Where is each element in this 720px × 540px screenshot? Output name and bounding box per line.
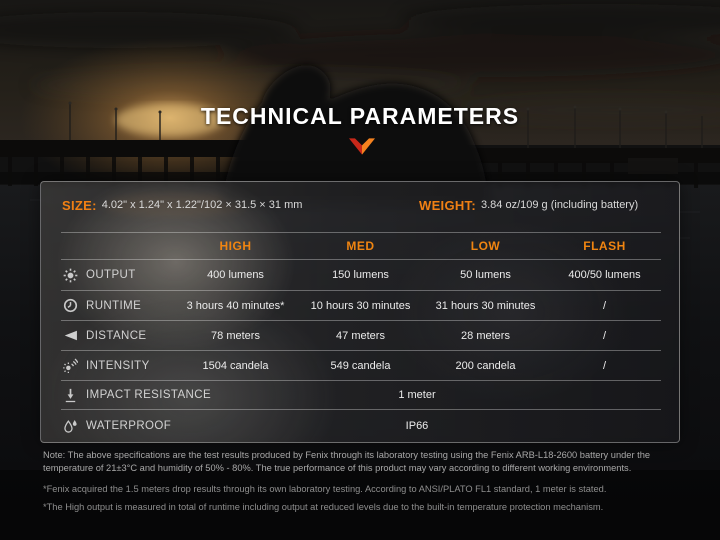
brightness-sun-icon [63,268,78,283]
note-drop-test: *Fenix acquired the 1.5 meters drop resu… [43,484,607,494]
impact-resistance-icon [63,388,78,403]
output-flash: 400/50 lumens [548,259,661,290]
weight-label: WEIGHT: [419,197,476,213]
column-header-high: HIGH [173,232,298,259]
waterproof-drops-icon [63,419,78,434]
row-label-waterproof: WATERPROOF [61,409,173,442]
note-high-output: *The High output is measured in total of… [43,502,604,512]
distance-flash: / [548,320,661,350]
size-weight-row: SIZE: 4.02" x 1.24" x 1.22"/102 × 31.5 ×… [62,182,658,228]
intensity-flash: / [548,350,661,380]
chevron-down-icon [349,138,375,155]
distance-low: 28 meters [423,320,548,350]
row-label-distance: DISTANCE [61,320,173,350]
row-label-intensity: INTENSITY [61,350,173,380]
beam-distance-icon [63,328,78,343]
row-label-impact-resistance: IMPACT RESISTANCE [61,380,211,409]
weight-value: 3.84 oz/109 g (including battery) [480,199,639,211]
intensity-high: 1504 candela [173,350,298,380]
runtime-clock-icon [63,298,78,313]
column-header-med: MED [298,232,423,259]
intensity-icon [63,358,78,373]
runtime-med: 10 hours 30 minutes [298,290,423,320]
row-label-output: OUTPUT [61,259,173,290]
row-label-runtime: RUNTIME [61,290,173,320]
output-med: 150 lumens [298,259,423,290]
impact-resistance-value: 1 meter [173,380,661,409]
runtime-low: 31 hours 30 minutes [423,290,548,320]
spec-panel: SIZE: 4.02" x 1.24" x 1.22"/102 × 31.5 ×… [40,181,680,443]
column-header-low: LOW [423,232,548,259]
weight-group: WEIGHT: 3.84 oz/109 g (including battery… [419,198,638,213]
intensity-low: 200 candela [423,350,548,380]
size-label: SIZE: [62,197,97,213]
size-value: 4.02" x 1.24" x 1.22"/102 × 31.5 × 31 mm [101,199,303,211]
note-general: Note: The above specifications are the t… [43,450,651,473]
distance-med: 47 meters [298,320,423,350]
intensity-med: 549 candela [298,350,423,380]
output-low: 50 lumens [423,259,548,290]
output-high: 400 lumens [173,259,298,290]
footnotes: Note: The above specifications are the t… [43,449,679,519]
page-title: TECHNICAL PARAMETERS [200,103,520,129]
spec-table: HIGH MED LOW FLASH OUTPUT 400 lumens 150… [61,232,661,442]
distance-high: 78 meters [173,320,298,350]
table-corner-cell [61,232,173,259]
column-header-flash: FLASH [548,232,661,259]
waterproof-value: IP66 [173,409,661,442]
runtime-flash: / [548,290,661,320]
runtime-high: 3 hours 40 minutes* [173,290,298,320]
